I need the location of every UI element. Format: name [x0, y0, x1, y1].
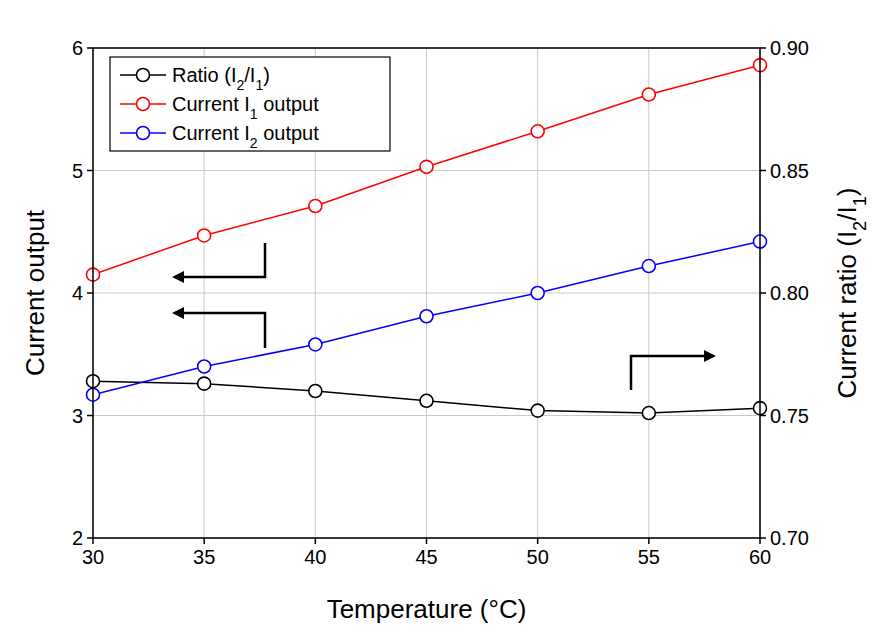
y2-axis-label: Current ratio (I2/I1) [832, 188, 870, 399]
grid-line [93, 415, 760, 416]
legend: Ratio (I2/I1)Current I1 outputCurrent I2… [110, 57, 390, 151]
legend-marker [137, 127, 150, 140]
y-axis-label: Current output [20, 209, 50, 376]
legend-marker [137, 98, 150, 111]
y2-tick-label: 0.90 [770, 37, 809, 59]
series-marker [642, 407, 655, 420]
series-marker [420, 160, 433, 173]
x-tick [315, 538, 317, 544]
x-tick-label: 30 [82, 546, 104, 568]
y2-tick [760, 292, 766, 294]
x-tick [759, 538, 761, 544]
chart: 30354045505560234560.700.750.800.850.90T… [0, 0, 888, 640]
y-tick [87, 47, 93, 49]
legend-marker [137, 69, 150, 82]
series-marker [642, 260, 655, 273]
y-tick [87, 537, 93, 539]
arrow-head [172, 271, 184, 283]
x-tick-label: 35 [193, 546, 215, 568]
series-marker [420, 310, 433, 323]
arrow-head [704, 350, 716, 362]
axes: 30354045505560234560.700.750.800.850.90 [72, 37, 809, 568]
y-tick-label: 5 [72, 160, 83, 182]
legend-label: Ratio (I2/I1) [172, 64, 270, 93]
legend-label: Current I2 output [172, 122, 319, 151]
series-marker [642, 88, 655, 101]
series-marker [531, 125, 544, 138]
series-line [93, 381, 760, 413]
arrow [631, 356, 706, 390]
series-marker [531, 404, 544, 417]
series-marker [198, 229, 211, 242]
y-tick [87, 292, 93, 294]
x-tick [648, 538, 650, 544]
y-tick [87, 415, 93, 417]
y2-tick-label: 0.85 [770, 160, 809, 182]
y2-tick-label: 0.75 [770, 405, 809, 427]
y-tick-label: 4 [72, 282, 83, 304]
y2-tick [760, 170, 766, 172]
series-marker [309, 385, 322, 398]
y-tick [87, 170, 93, 172]
x-tick [92, 538, 94, 544]
grid [93, 48, 760, 538]
series-marker [309, 338, 322, 351]
x-tick-label: 60 [749, 546, 771, 568]
series-line [93, 65, 760, 274]
series-markers [87, 59, 767, 420]
x-axis-label: Temperature (°C) [327, 594, 527, 624]
x-tick [426, 538, 428, 544]
x-tick-label: 55 [638, 546, 660, 568]
x-tick-label: 45 [415, 546, 437, 568]
series-marker [531, 287, 544, 300]
y2-tick-label: 0.70 [770, 527, 809, 549]
y2-tick [760, 537, 766, 539]
plot-frame [93, 48, 760, 538]
grid-line [93, 293, 760, 294]
y2-tick-label: 0.80 [770, 282, 809, 304]
legend-label: Current I1 output [172, 93, 319, 122]
series-marker [198, 360, 211, 373]
x-tick [537, 538, 539, 544]
y2-tick [760, 47, 766, 49]
x-tick-label: 50 [527, 546, 549, 568]
arrow [178, 243, 265, 277]
arrow-head [172, 307, 184, 319]
arrow [178, 313, 265, 348]
series-marker [420, 394, 433, 407]
y-tick-label: 6 [72, 37, 83, 59]
series-marker [198, 377, 211, 390]
legend-box [110, 57, 390, 151]
x-tick-label: 40 [304, 546, 326, 568]
axis-arrows [172, 243, 716, 390]
y-tick-label: 3 [72, 405, 83, 427]
series-marker [309, 200, 322, 213]
x-tick [203, 538, 205, 544]
y-tick-label: 2 [72, 527, 83, 549]
series-line [93, 242, 760, 395]
